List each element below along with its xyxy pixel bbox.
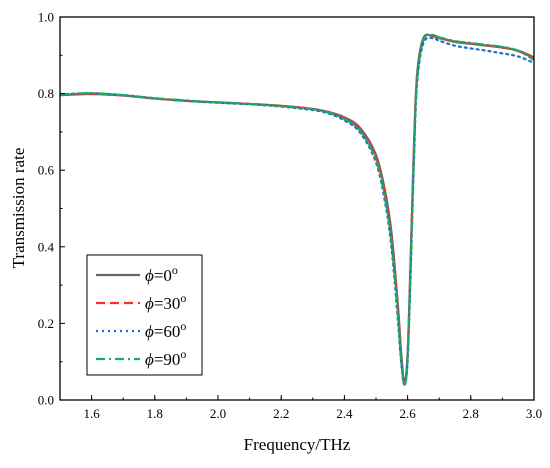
legend-label-0: ϕ=0o xyxy=(145,263,178,285)
y-tick-label: 0.8 xyxy=(38,86,54,101)
series-layer xyxy=(60,33,534,387)
y-tick-label: 0.4 xyxy=(38,239,55,254)
x-tick-label: 1.6 xyxy=(83,406,100,421)
x-tick-label: 3.0 xyxy=(526,406,542,421)
y-tick-label: 1.0 xyxy=(38,10,54,25)
legend-label-2: ϕ=60o xyxy=(145,319,186,341)
series-line-3 xyxy=(60,33,534,387)
legend: ϕ=0o ϕ=30o ϕ=60o ϕ=90o xyxy=(86,254,203,376)
x-tick-label: 2.6 xyxy=(399,406,416,421)
y-axis-label: Transmission rate xyxy=(9,148,28,269)
x-axis-label: Frequency/THz xyxy=(244,435,351,454)
x-axis-ticks: 1.6 1.8 2.0 2.2 2.4 2.6 2.8 3.0 xyxy=(59,395,542,421)
x-tick-label: 1.8 xyxy=(147,406,163,421)
x-tick-label: 2.0 xyxy=(210,406,226,421)
y-axis-ticks: 0.0 0.2 0.4 0.6 0.8 1.0 xyxy=(38,10,65,408)
x-tick-label: 2.8 xyxy=(463,406,479,421)
legend-label-1: ϕ=30o xyxy=(145,291,186,313)
y-tick-label: 0.0 xyxy=(38,393,54,408)
x-tick-label: 2.4 xyxy=(336,406,353,421)
legend-label-3: ϕ=90o xyxy=(145,347,186,369)
y-tick-label: 0.6 xyxy=(38,163,55,178)
x-tick-label: 2.2 xyxy=(273,406,289,421)
y-tick-label: 0.2 xyxy=(38,316,54,331)
